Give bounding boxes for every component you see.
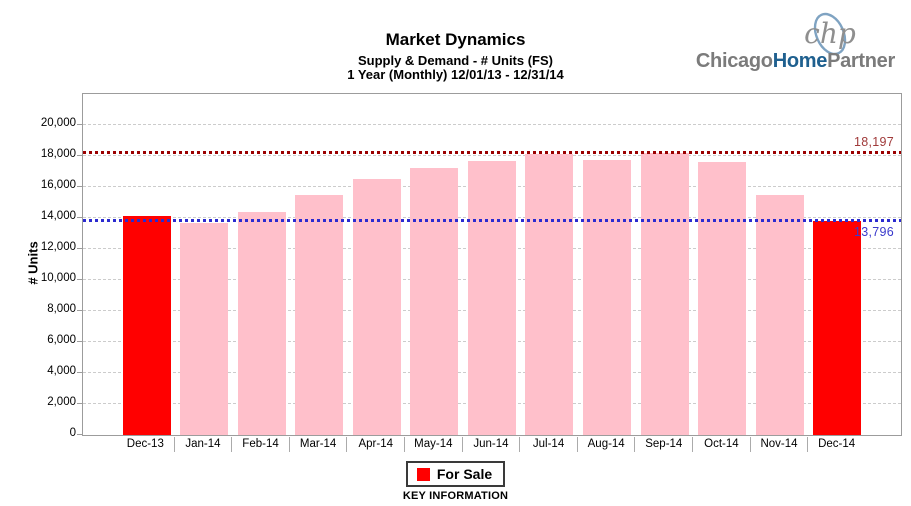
x-tick-label: Jun-14 bbox=[461, 437, 520, 452]
chicago-home-partner-logo: chp ChicagoHomePartner bbox=[696, 8, 895, 73]
key-information-label: KEY INFORMATION bbox=[402, 490, 509, 502]
x-tick-label: Mar-14 bbox=[288, 437, 347, 452]
current-line bbox=[83, 219, 901, 223]
bar-slot bbox=[406, 94, 464, 435]
x-tick-label: Nov-14 bbox=[749, 437, 808, 452]
x-tick-label: Oct-14 bbox=[692, 437, 750, 452]
y-tick-mark bbox=[77, 434, 82, 435]
chp-monogram-icon: chp bbox=[804, 12, 856, 56]
y-tick-mark bbox=[77, 341, 82, 342]
y-tick-mark bbox=[77, 248, 82, 249]
bar-aug-14 bbox=[583, 159, 632, 435]
max-line-label: 18,197 bbox=[853, 134, 894, 149]
x-tick-label: Jul-14 bbox=[519, 437, 577, 452]
bar-apr-14 bbox=[352, 179, 401, 435]
x-tick-label: Aug-14 bbox=[576, 437, 635, 452]
x-tick-label: Jan-14 bbox=[173, 437, 232, 452]
legend-swatch-icon bbox=[416, 467, 430, 481]
y-tick-mark bbox=[77, 279, 82, 280]
x-tick-label: Feb-14 bbox=[231, 437, 289, 452]
logo-wordmark: ChicagoHomePartner bbox=[696, 50, 895, 73]
chart-header: Market Dynamics Supply & Demand - # Unit… bbox=[0, 30, 911, 83]
y-tick-mark bbox=[77, 372, 82, 373]
y-tick-label: 4,000 bbox=[47, 365, 76, 377]
bar-jun-14 bbox=[467, 160, 516, 435]
bar-series bbox=[118, 94, 866, 435]
bar-dec-14 bbox=[813, 221, 862, 435]
bar-dec-13 bbox=[122, 216, 171, 435]
bar-slot bbox=[636, 94, 694, 435]
max-line bbox=[83, 150, 901, 154]
bar-slot bbox=[176, 94, 234, 435]
logo-chicago: Chicago bbox=[695, 50, 773, 72]
gridline bbox=[83, 155, 901, 156]
y-tick-mark bbox=[77, 310, 82, 311]
bar-slot bbox=[521, 94, 579, 435]
bar-slot bbox=[808, 94, 866, 435]
y-tick-label: 16,000 bbox=[40, 179, 76, 191]
bar-slot bbox=[693, 94, 751, 435]
legend-label: For Sale bbox=[436, 466, 493, 482]
y-tick-label: 8,000 bbox=[47, 303, 76, 315]
current-line-label: 13,796 bbox=[853, 225, 894, 240]
bar-may-14 bbox=[410, 167, 459, 435]
y-tick-label: 14,000 bbox=[40, 210, 76, 222]
x-axis: Dec-13 Jan-14 Feb-14 Mar-14 Apr-14 May-14 Jun-… bbox=[117, 437, 865, 452]
bar-jan-14 bbox=[180, 222, 229, 435]
x-tick-label: May-14 bbox=[404, 437, 462, 452]
bar-slot bbox=[291, 94, 349, 435]
x-tick-label: Apr-14 bbox=[346, 437, 404, 452]
y-tick-label: 2,000 bbox=[47, 396, 76, 408]
y-tick-mark bbox=[77, 124, 82, 125]
bar-slot bbox=[463, 94, 521, 435]
y-tick-mark bbox=[77, 155, 82, 156]
x-tick-label: Sep-14 bbox=[634, 437, 692, 452]
bar-slot bbox=[233, 94, 291, 435]
y-tick-label: 12,000 bbox=[40, 241, 76, 253]
bar-nov-14 bbox=[755, 194, 804, 435]
bar-slot bbox=[751, 94, 809, 435]
page-title: Market Dynamics bbox=[385, 30, 526, 49]
plot-area: 18,197 13,796 bbox=[82, 93, 902, 436]
y-tick-label: 0 bbox=[69, 427, 76, 439]
x-tick-label: Dec-13 bbox=[126, 438, 164, 450]
bar-oct-14 bbox=[698, 162, 747, 435]
y-tick-label: 6,000 bbox=[47, 334, 76, 346]
bar-slot bbox=[118, 94, 176, 435]
y-tick-mark bbox=[77, 403, 82, 404]
logo-partner: Partner bbox=[827, 50, 895, 72]
page-subtitle-2: 1 Year (Monthly) 12/01/13 - 12/31/14 bbox=[347, 67, 564, 83]
bar-slot bbox=[348, 94, 406, 435]
chp-monogram-text: chp bbox=[804, 17, 856, 50]
bar-mar-14 bbox=[295, 194, 344, 435]
page-subtitle-1: Supply & Demand - # Units (FS) bbox=[357, 52, 553, 68]
logo-home: Home bbox=[772, 50, 828, 72]
bar-slot bbox=[578, 94, 636, 435]
y-tick-mark bbox=[77, 217, 82, 218]
gridline bbox=[83, 124, 901, 125]
y-tick-mark bbox=[77, 186, 82, 187]
bar-jul-14 bbox=[525, 154, 574, 435]
legend-area: For Sale KEY INFORMATION bbox=[0, 461, 911, 502]
y-tick-label: 18,000 bbox=[40, 148, 76, 160]
bar-sep-14 bbox=[640, 152, 689, 435]
x-tick-label: Dec-14 bbox=[807, 437, 865, 452]
y-tick-label: 10,000 bbox=[40, 272, 76, 284]
y-tick-label: 20,000 bbox=[40, 117, 76, 129]
legend-box: For Sale bbox=[405, 461, 506, 487]
bar-feb-14 bbox=[237, 211, 286, 435]
